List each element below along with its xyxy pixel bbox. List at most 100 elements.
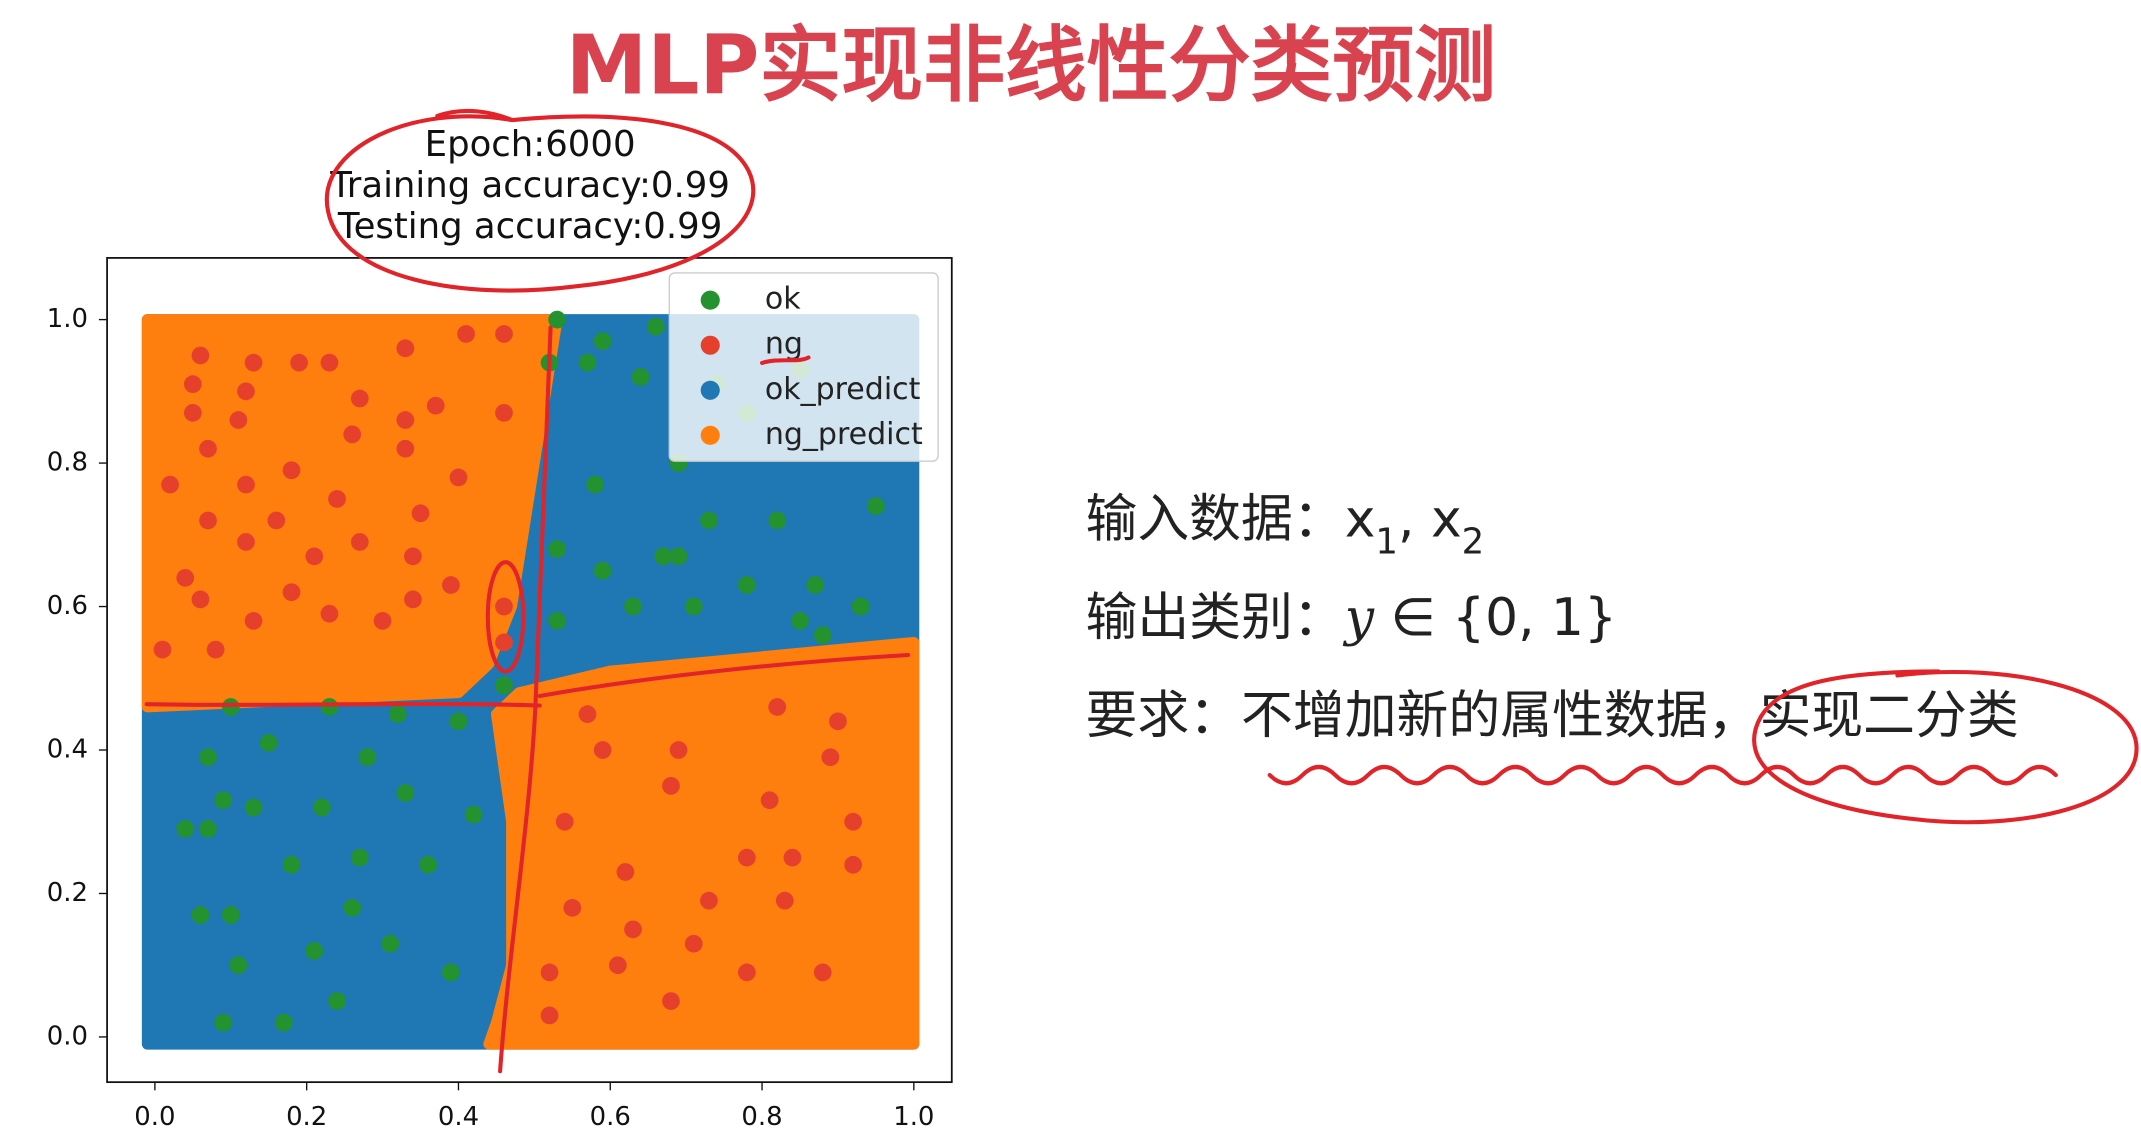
- chart-title: Epoch:6000: [425, 124, 636, 165]
- point: [867, 497, 885, 515]
- point: [593, 332, 612, 350]
- point: [350, 848, 369, 867]
- point: [495, 597, 513, 616]
- legend-label: ok: [765, 282, 801, 317]
- y-tick-label: 0.4: [47, 735, 88, 765]
- point: [775, 891, 794, 910]
- point: [624, 920, 642, 939]
- point: [548, 612, 566, 630]
- point: [495, 676, 513, 695]
- point: [442, 576, 460, 594]
- point: [176, 820, 195, 838]
- legend-box: [668, 272, 939, 462]
- point: [791, 612, 809, 630]
- text-part: ∈ {0, 1}: [1374, 588, 1617, 648]
- point: [464, 805, 483, 824]
- y-tick-label: 0.2: [47, 878, 88, 908]
- legend-label: ok_predict: [765, 372, 921, 407]
- point: [844, 812, 862, 831]
- prediction-region: [483, 636, 920, 1050]
- point: [199, 511, 217, 530]
- point: [783, 848, 802, 867]
- point: [191, 906, 210, 924]
- point: [320, 698, 339, 716]
- point: [495, 403, 513, 422]
- legend-marker: [700, 425, 720, 445]
- point: [813, 963, 832, 982]
- point: [768, 511, 787, 530]
- point: [396, 411, 415, 429]
- point: [654, 547, 673, 566]
- point: [631, 368, 650, 386]
- point: [540, 1006, 559, 1025]
- point: [305, 942, 324, 960]
- point: [806, 576, 825, 594]
- y-tick-label: 0.6: [47, 591, 88, 621]
- point: [646, 317, 665, 336]
- point: [282, 583, 301, 602]
- point: [829, 712, 847, 731]
- point: [214, 791, 233, 810]
- y-tick-label: 0.8: [47, 448, 88, 478]
- annotation-ellipse: [1752, 669, 2139, 825]
- point: [244, 353, 263, 372]
- point: [275, 1013, 293, 1032]
- x-tick-label: 0.0: [134, 1102, 175, 1132]
- point: [737, 963, 756, 982]
- point: [229, 411, 248, 429]
- point: [586, 475, 604, 494]
- plot-frame: [106, 257, 953, 1084]
- point: [555, 812, 574, 831]
- point: [404, 590, 422, 609]
- text-part: , x: [1398, 490, 1462, 550]
- point: [662, 992, 680, 1010]
- point: [237, 533, 255, 551]
- point: [700, 511, 718, 530]
- point: [411, 504, 430, 523]
- point: [183, 403, 202, 422]
- point: [449, 468, 468, 487]
- point: [282, 461, 301, 480]
- point: [396, 784, 415, 802]
- slide-title: MLP实现非线性分类预测: [566, 18, 1496, 113]
- point: [244, 612, 263, 630]
- point: [191, 346, 210, 365]
- x-tick-label: 1.0: [893, 1102, 934, 1132]
- annotation-wave: [1267, 764, 2058, 786]
- point: [244, 798, 263, 817]
- point: [851, 597, 870, 616]
- point: [768, 698, 787, 716]
- point: [624, 597, 642, 616]
- text-part: 输入数据：x: [1086, 490, 1376, 550]
- point: [396, 439, 415, 458]
- text-part: 要求：不增加新的属性数据，实现二分类: [1086, 686, 2019, 746]
- point: [760, 791, 779, 810]
- point: [540, 963, 559, 982]
- legend-marker: [700, 380, 720, 400]
- point: [616, 863, 635, 881]
- annotation-underline: [760, 355, 811, 366]
- subscript: 1: [1375, 521, 1398, 562]
- point: [669, 741, 688, 759]
- hand-annotations: [144, 108, 2139, 1074]
- point: [396, 339, 415, 358]
- point: [578, 705, 597, 724]
- point: [593, 741, 612, 759]
- point: [578, 353, 597, 372]
- point: [419, 855, 437, 874]
- point: [214, 1013, 233, 1032]
- point: [404, 547, 422, 566]
- point: [548, 540, 566, 559]
- point: [495, 325, 513, 343]
- point: [312, 798, 331, 817]
- slide-text: 输入数据：x1, x2 输出类别：y ∈ {0, 1} 要求：不增加新的属性数据，实…: [1086, 490, 2019, 747]
- point: [548, 310, 566, 329]
- text-part: y: [1343, 587, 1375, 647]
- point: [700, 891, 718, 910]
- point: [821, 748, 840, 767]
- point: [737, 848, 756, 867]
- x-tick-label: 0.2: [286, 1102, 327, 1132]
